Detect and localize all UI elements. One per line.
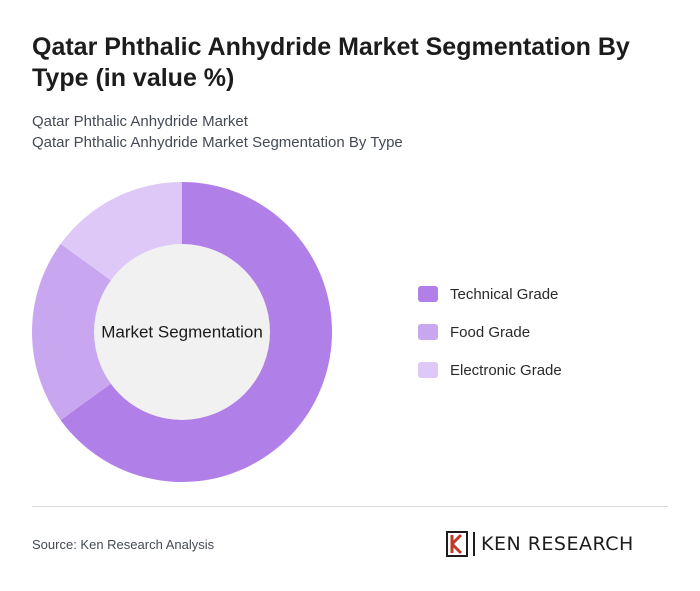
source-note: Source: Ken Research Analysis	[32, 537, 215, 552]
legend-item-food-grade: Food Grade	[418, 320, 562, 344]
donut-center-label: Market Segmentation	[101, 323, 263, 342]
ken-research-logo: KEN RESEARCH	[446, 530, 634, 558]
legend-label-electronic-grade: Electronic Grade	[450, 361, 562, 379]
legend-label-food-grade: Food Grade	[450, 323, 531, 341]
ken-research-logo-icon	[446, 531, 468, 557]
chart-subtitle-segmentation: Qatar Phthalic Anhydride Market Segmenta…	[32, 134, 403, 151]
legend-swatch-technical-grade	[418, 286, 438, 302]
legend-label-technical-grade: Technical Grade	[450, 285, 559, 303]
donut-chart: Market Segmentation	[31, 182, 333, 482]
legend-swatch-electronic-grade	[418, 362, 438, 378]
logo-divider	[473, 532, 475, 556]
chart-subtitle-market: Qatar Phthalic Anhydride Market	[32, 113, 248, 130]
chart-legend: Technical Grade Food Grade Electronic Grad…	[418, 282, 562, 396]
legend-item-electronic-grade: Electronic Grade	[418, 358, 562, 382]
legend-swatch-food-grade	[418, 324, 438, 340]
donut-center	[94, 244, 270, 420]
chart-title: Qatar Phthalic Anhydride Market Segmenta…	[32, 33, 630, 92]
legend-item-technical-grade: Technical Grade	[418, 282, 562, 306]
logo-wordmark: KEN RESEARCH	[481, 533, 634, 555]
footer-divider	[32, 506, 668, 507]
